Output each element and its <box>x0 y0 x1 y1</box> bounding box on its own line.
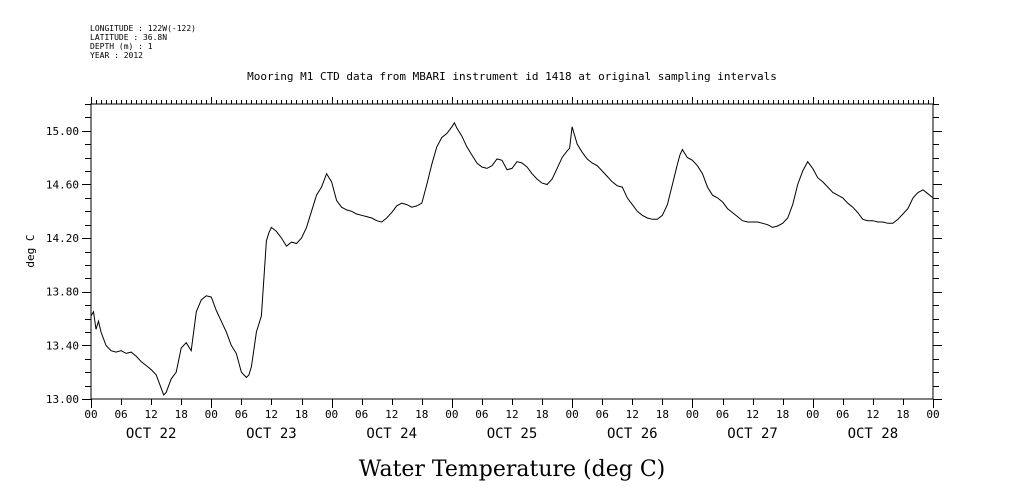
x-tick-label: 00 <box>325 408 338 421</box>
plot-frame <box>90 103 934 400</box>
x-tick-label: 18 <box>656 408 669 421</box>
x-tick-label: 12 <box>746 408 759 421</box>
day-label: OCT 26 <box>607 426 658 442</box>
day-label: OCT 28 <box>848 426 899 442</box>
x-tick-label: 00 <box>566 408 579 421</box>
x-tick-label: 12 <box>145 408 158 421</box>
axis-tick-labels: 13.00 13.40 13.80 14.20 14.60 15.00 00 06 12 18 00… <box>46 125 940 442</box>
y-tick-label: 14.20 <box>46 232 79 245</box>
y-tick-label: 13.40 <box>46 339 79 352</box>
x-tick-label: 06 <box>596 408 609 421</box>
y-axis-label: deg C <box>24 234 37 267</box>
day-label: OCT 25 <box>487 426 538 442</box>
x-tick-label: 06 <box>475 408 488 421</box>
y-tick-label: 15.00 <box>46 125 79 138</box>
x-tick-label: 00 <box>806 408 819 421</box>
metadata-block: LONGITUDE : 122W(-122) LATITUDE : 36.8N … <box>90 24 196 60</box>
day-label: OCT 27 <box>727 426 778 442</box>
x-tick-label: 06 <box>836 408 849 421</box>
x-tick-label: 12 <box>866 408 879 421</box>
x-tick-label: 06 <box>355 408 368 421</box>
x-tick-label: 12 <box>626 408 639 421</box>
x-tick-label: 00 <box>926 408 939 421</box>
x-tick-label: 06 <box>114 408 127 421</box>
x-tick-label: 18 <box>295 408 308 421</box>
meta-year: YEAR : 2012 <box>90 51 143 60</box>
x-tick-label: 00 <box>84 408 97 421</box>
x-tick-label: 06 <box>235 408 248 421</box>
meta-depth: DEPTH (m) : 1 <box>90 42 153 51</box>
day-label: OCT 23 <box>246 426 297 442</box>
day-label: OCT 24 <box>366 426 417 442</box>
x-axis-label: Water Temperature (deg C) <box>359 457 666 482</box>
y-tick-label: 13.00 <box>46 393 79 406</box>
x-tick-label: 00 <box>686 408 699 421</box>
x-tick-label: 06 <box>716 408 729 421</box>
x-tick-label: 18 <box>776 408 789 421</box>
y-tick-label: 14.60 <box>46 178 79 191</box>
x-tick-label: 00 <box>205 408 218 421</box>
meta-latitude: LATITUDE : 36.8N <box>90 33 167 42</box>
x-tick-label: 12 <box>505 408 518 421</box>
x-tick-label: 12 <box>265 408 278 421</box>
meta-longitude: LONGITUDE : 122W(-122) <box>90 24 196 33</box>
x-tick-label: 18 <box>896 408 909 421</box>
day-label: OCT 22 <box>126 426 177 442</box>
x-tick-label: 00 <box>445 408 458 421</box>
series-line-water-temperature <box>90 121 934 396</box>
x-tick-label: 18 <box>415 408 428 421</box>
axis-ticks <box>82 97 942 408</box>
x-tick-label: 18 <box>175 408 188 421</box>
y-tick-label: 13.80 <box>46 286 79 299</box>
x-tick-label: 12 <box>385 408 398 421</box>
x-tick-label: 18 <box>535 408 548 421</box>
chart-title: Mooring M1 CTD data from MBARI instrumen… <box>247 70 777 83</box>
